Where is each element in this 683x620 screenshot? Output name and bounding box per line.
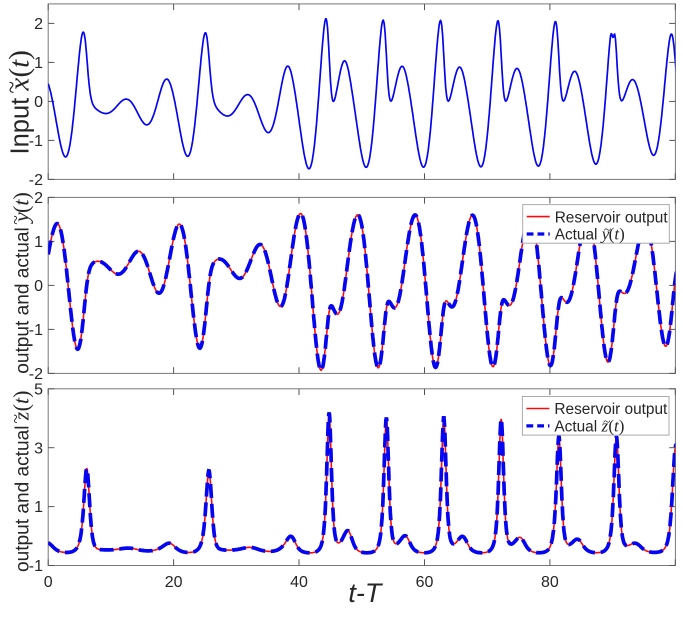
svg-text:-1: -1 <box>29 558 43 575</box>
svg-text:1: 1 <box>34 499 43 516</box>
svg-text:0: 0 <box>34 278 43 295</box>
svg-text:Actual z~(t): Actual z~(t) <box>554 414 624 436</box>
svg-text:3: 3 <box>34 440 43 457</box>
svg-text:-1: -1 <box>29 133 43 150</box>
svg-text:1: 1 <box>34 234 43 251</box>
svg-text:5: 5 <box>34 381 43 398</box>
svg-text:0: 0 <box>44 574 53 591</box>
svg-text:-2: -2 <box>29 172 43 189</box>
svg-text:2: 2 <box>34 190 43 207</box>
svg-text:2: 2 <box>34 16 43 33</box>
svg-text:Reservoir output: Reservoir output <box>555 209 669 226</box>
svg-text:-1: -1 <box>29 322 43 339</box>
svg-text:Reservoir output: Reservoir output <box>554 401 668 418</box>
svg-text:0: 0 <box>34 94 43 111</box>
svg-text:Input x~(t): Input x~(t) <box>0 50 36 154</box>
svg-text:-2: -2 <box>29 366 43 383</box>
svg-text:60: 60 <box>416 574 434 591</box>
svg-text:t-T: t-T <box>348 578 383 608</box>
svg-text:80: 80 <box>541 574 559 591</box>
svg-text:Actual y~(t): Actual y~(t) <box>555 222 625 244</box>
svg-text:1: 1 <box>34 55 43 72</box>
svg-text:40: 40 <box>290 574 308 591</box>
svg-text:20: 20 <box>165 574 183 591</box>
